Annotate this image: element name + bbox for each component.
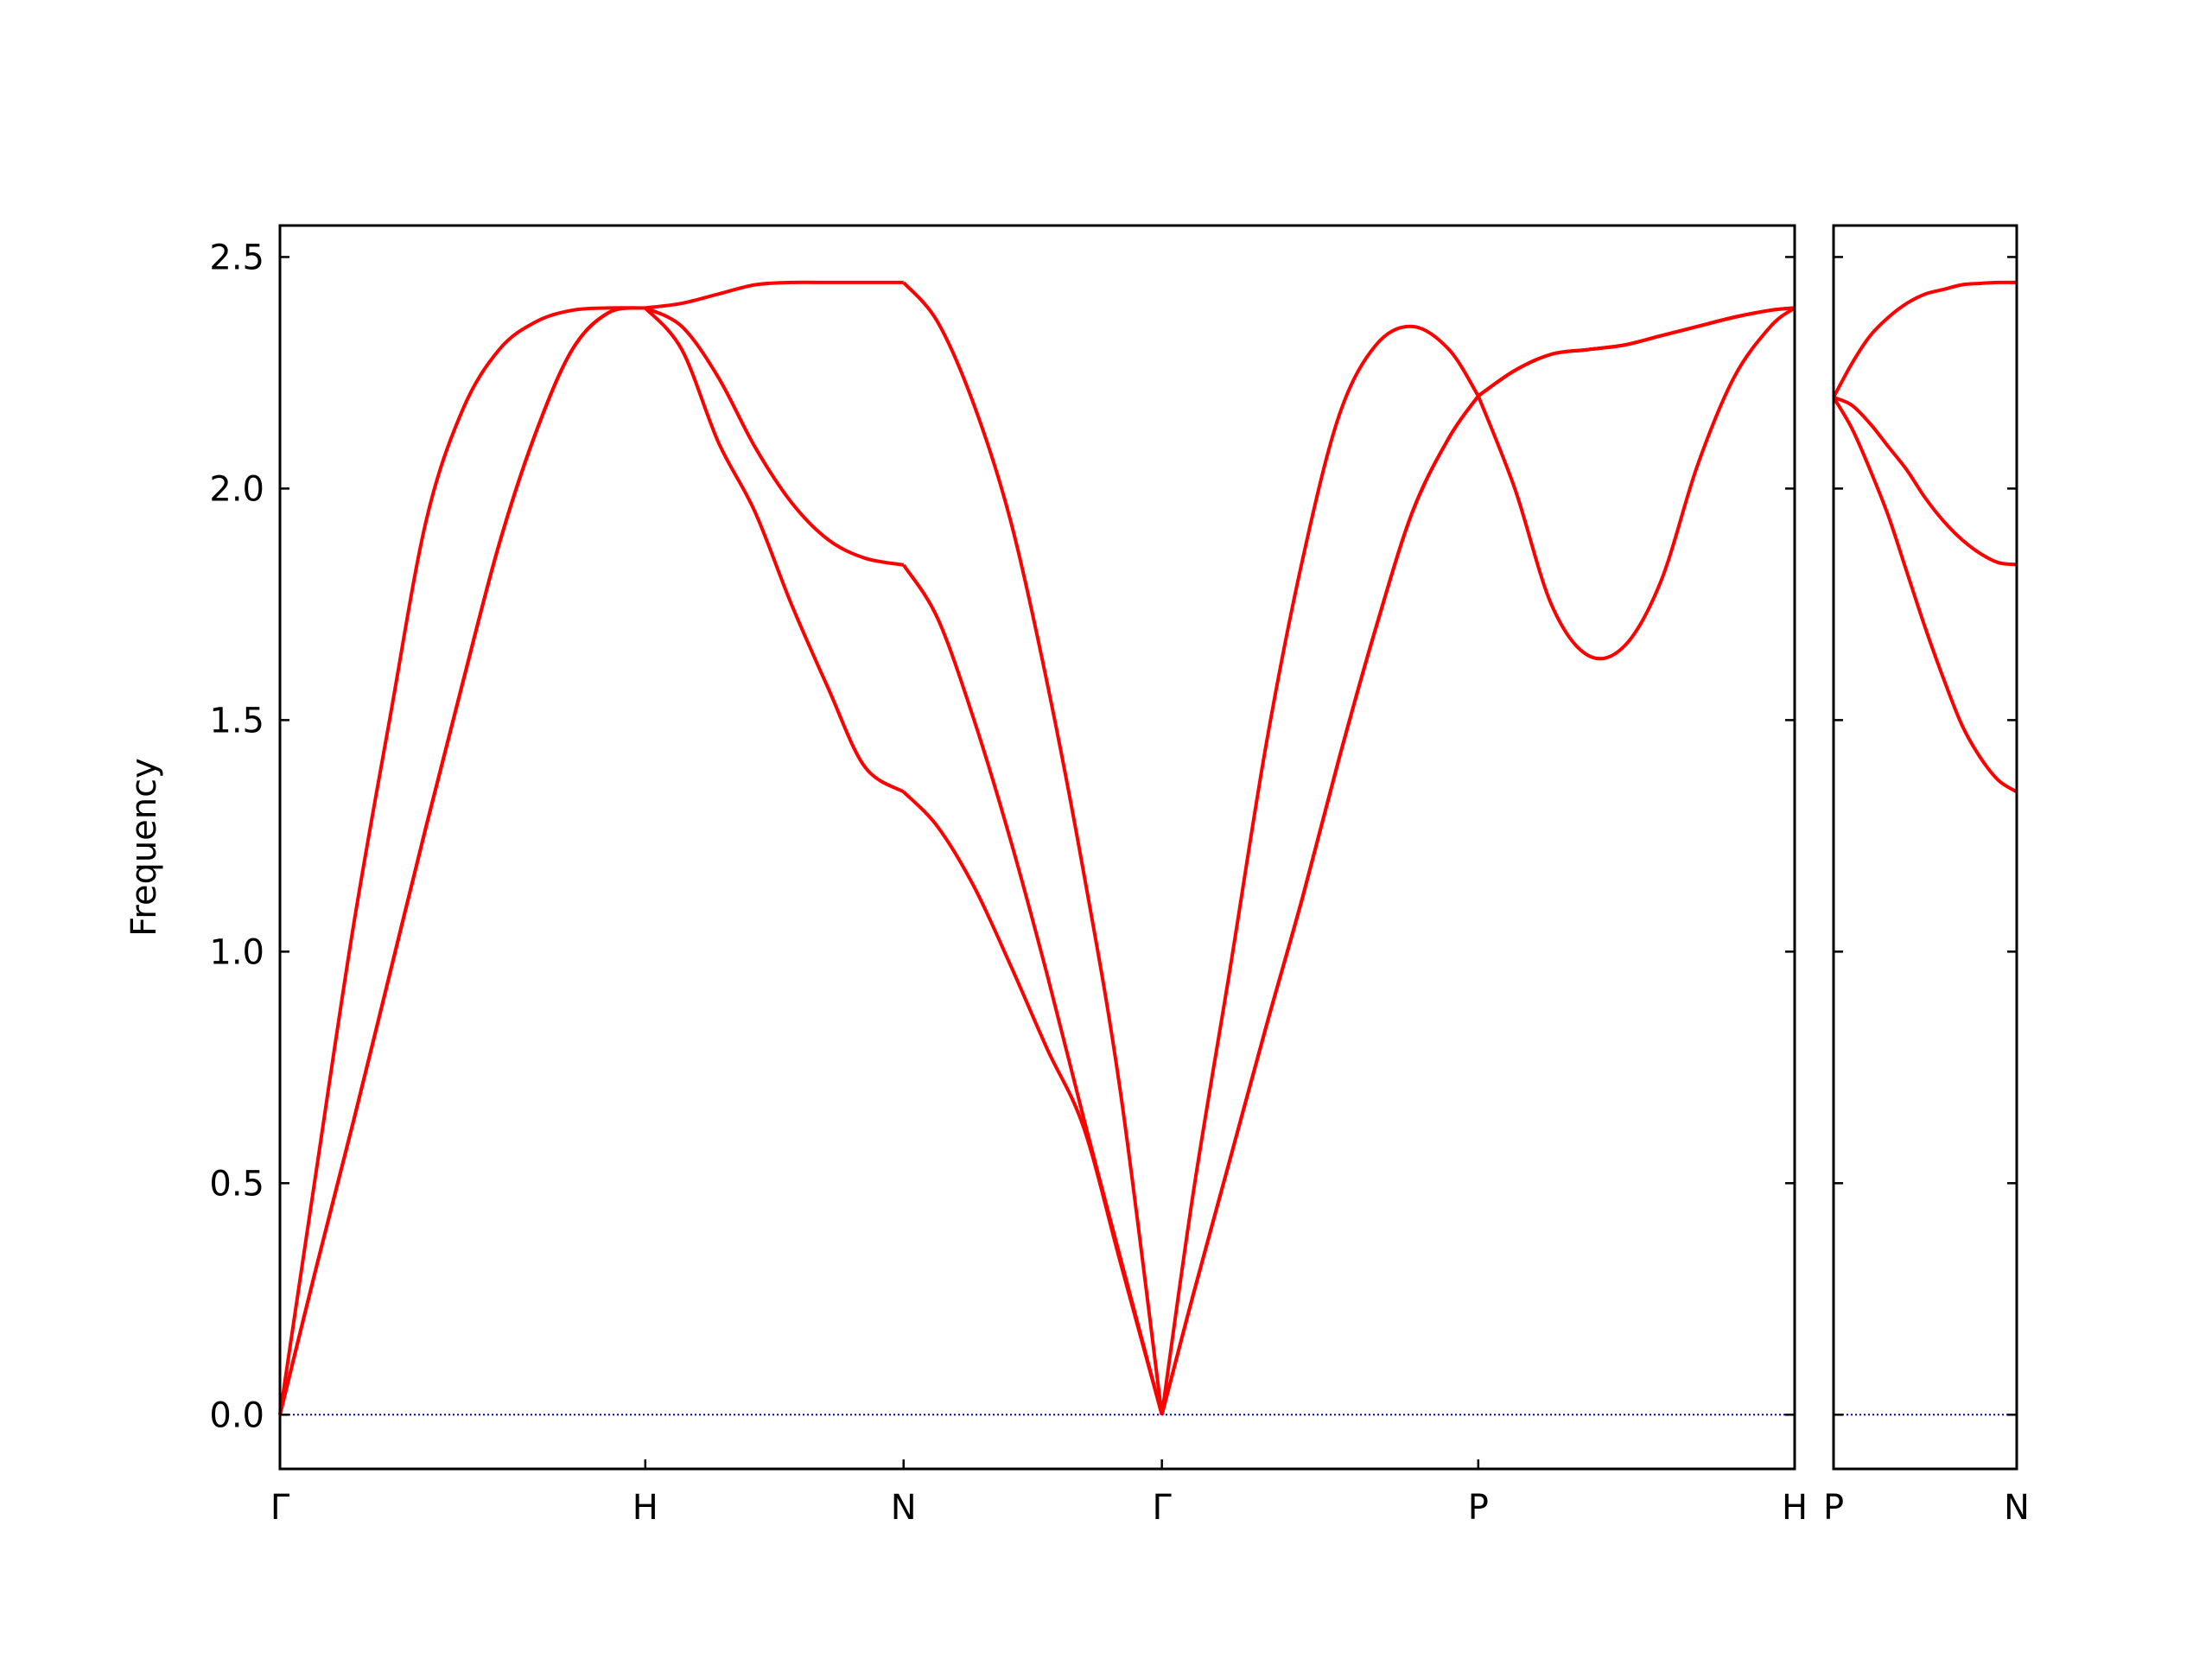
plot-frame [278,224,1796,1471]
plot-frame [1832,224,2018,1471]
x-tick-label: Γ [1153,1488,1173,1528]
band-line [1832,280,2018,398]
y-tick-label: 1.5 [209,701,264,741]
x-tick-label: P [1468,1488,1489,1528]
y-tick-label: 1.0 [209,932,264,972]
y-tick-label: 2.5 [209,238,264,277]
x-tick-label: Γ [270,1488,290,1528]
band-line [278,280,1796,1415]
x-tick-label: N [2004,1488,2030,1528]
x-tick-label: N [891,1488,917,1528]
x-tick-label: H [1782,1488,1808,1528]
y-tick-label: 2.0 [209,469,264,509]
x-tick-label: H [632,1488,658,1528]
band-line [278,306,1796,1415]
band-line [278,306,1796,1415]
x-tick-label: P [1823,1488,1844,1528]
y-tick-label: 0.5 [209,1164,264,1204]
y-tick-label: 0.0 [209,1395,264,1435]
y-axis-label: Frequency [124,758,164,937]
band-line [1832,396,2018,794]
band-line [1833,395,2018,567]
